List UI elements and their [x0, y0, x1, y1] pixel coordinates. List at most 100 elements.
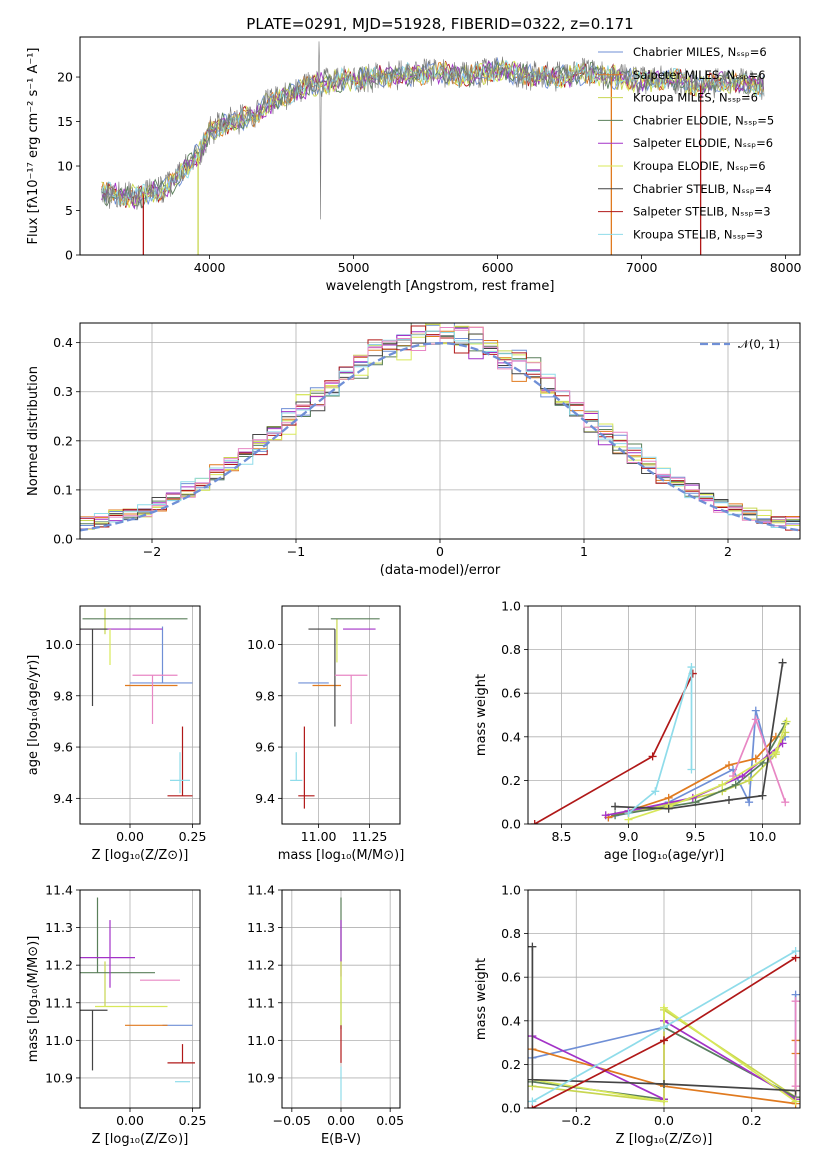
- y-tick-label: 10.0: [247, 637, 275, 652]
- plot-area: [530, 658, 791, 824]
- x-axis-label: Z [log₁₀(Z/Z⊙)]: [92, 1132, 189, 1147]
- plot-area: [101, 41, 765, 255]
- y-tick-label: 9.4: [53, 791, 73, 806]
- y-tick-label: 0.4: [501, 729, 521, 744]
- y-tick-label: 11.4: [45, 883, 73, 898]
- y-tick-label: 0.6: [501, 686, 521, 701]
- y-tick-label: 11.0: [45, 1033, 73, 1048]
- weight-vs-age-panel: 8.5 9.0 9.5 10.0 0.0 0.2 0.4 0.6 0.8 1.0 age [log₁…: [474, 599, 801, 863]
- axes-frame: [79, 322, 801, 540]
- x-tick-label: 2: [724, 544, 732, 559]
- y-axis-label: age [log₁₀(age/yr)]: [26, 655, 41, 776]
- y-tick-label: 1.0: [501, 883, 521, 898]
- weight-marker: [791, 1082, 800, 1091]
- y-tick-label: 5: [65, 203, 73, 218]
- weight-marker: [528, 942, 537, 951]
- y-tick-label: 0.8: [501, 926, 521, 941]
- weight-series-line: [628, 732, 787, 814]
- legend-label: Salpeter MILES, Nₛₛₚ=6: [633, 68, 766, 82]
- weight-marker: [791, 997, 800, 1006]
- weight-marker: [782, 717, 791, 726]
- age-vs-metallicity-panel: 0.00 0.25 9.4 9.6 9.8 10.0 Z [log₁₀(Z/Z⊙)] age …: [26, 605, 207, 863]
- y-tick-label: 11.1: [45, 995, 73, 1010]
- x-tick-label: 7000: [626, 260, 658, 275]
- y-tick-label: 10.9: [247, 1070, 275, 1085]
- residual-histogram: [80, 326, 800, 531]
- y-tick-label: 1.0: [501, 599, 521, 614]
- y-tick-label: 11.3: [247, 920, 275, 935]
- weight-marker: [624, 809, 633, 818]
- weight-marker: [664, 804, 673, 813]
- x-tick-label: −0.2: [561, 1113, 591, 1128]
- y-tick-label: 20: [57, 70, 73, 85]
- weight-marker: [651, 787, 660, 796]
- mass-vs-reddening-panel: −0.05 0.00 0.05 10.9 11.0 11.1 11.2 11.3 11.4 E(B…: [247, 883, 404, 1148]
- y-tick-label: 9.8: [53, 688, 73, 703]
- y-tick-label: 11.0: [247, 1033, 275, 1048]
- x-tick-label: 1: [580, 544, 588, 559]
- x-tick-label: 0.2: [742, 1113, 762, 1128]
- x-tick-label: 11.00: [301, 829, 337, 844]
- weight-marker: [687, 765, 696, 774]
- x-axis-label: Z [log₁₀(Z/Z⊙)]: [616, 1132, 713, 1147]
- weight-marker: [611, 802, 620, 811]
- model-spectrum-line: [101, 56, 764, 205]
- x-tick-label: 0.25: [179, 829, 207, 844]
- y-tick-label: 9.6: [53, 740, 73, 755]
- y-tick-label: 0.0: [53, 532, 73, 547]
- model-spectrum-line: [101, 59, 764, 207]
- weight-marker: [601, 811, 610, 820]
- x-tick-label: −2: [143, 544, 161, 559]
- weight-marker: [791, 947, 800, 956]
- y-tick-label: 10: [57, 159, 73, 174]
- weight-series-line: [732, 717, 787, 803]
- weight-marker: [731, 780, 740, 789]
- x-axis-label: (data-model)/error: [380, 563, 501, 578]
- x-tick-label: 9.5: [686, 829, 706, 844]
- y-tick-label: 0.6: [501, 970, 521, 985]
- mass-vs-metallicity-panel: 0.00 0.25 10.9 11.0 11.1 11.2 11.3 11.4 Z [log₁₀…: [26, 883, 206, 1148]
- age-vs-mass-panel: 11.00 11.25 9.4 9.6 9.8 10.0 mass [log₁₀(M/M⊙)…: [247, 605, 404, 863]
- weight-marker: [528, 1097, 537, 1106]
- weight-marker: [751, 754, 760, 763]
- x-tick-label: 0.05: [376, 1113, 404, 1128]
- y-tick-label: 0.4: [501, 1013, 521, 1028]
- y-tick-label: 0.2: [501, 773, 521, 788]
- y-tick-label: 0.2: [53, 433, 73, 448]
- weight-marker: [745, 776, 754, 785]
- legend-label: 𝒩(0, 1): [738, 337, 780, 351]
- x-tick-label: 0: [436, 544, 444, 559]
- weight-marker: [687, 663, 696, 672]
- y-tick-label: 0.0: [501, 817, 521, 832]
- axes-frame: [527, 605, 801, 825]
- y-tick-label: 0.1: [53, 482, 73, 497]
- axes-frame: [281, 605, 401, 825]
- weight-series-line: [532, 1006, 797, 1103]
- legend-label: Chabrier STELIB, Nₛₛₚ=4: [633, 182, 772, 196]
- y-tick-label: 0.8: [501, 642, 521, 657]
- plot-area: [80, 608, 193, 797]
- y-tick-label: 9.6: [255, 740, 275, 755]
- x-tick-label: 11.25: [352, 829, 388, 844]
- weight-marker: [751, 715, 760, 724]
- x-tick-label: 5000: [338, 260, 370, 275]
- x-axis-label: E(B-V): [321, 1132, 361, 1147]
- x-tick-label: 0.25: [179, 1113, 207, 1128]
- x-tick-label: 8.5: [552, 829, 572, 844]
- y-tick-label: 10.9: [45, 1070, 73, 1085]
- weight-marker: [791, 1097, 800, 1106]
- y-tick-label: 0.2: [501, 1057, 521, 1072]
- y-axis-label: mass [log₁₀(M/M⊙)]: [26, 936, 41, 1063]
- weight-marker: [729, 772, 738, 781]
- legend-label: Chabrier MILES, Nₛₛₚ=6: [633, 45, 767, 59]
- y-axis-label: mass weight: [474, 674, 489, 756]
- weight-marker: [771, 748, 780, 757]
- x-tick-label: 9.0: [619, 829, 639, 844]
- weight-marker: [660, 1036, 668, 1045]
- weight-marker: [724, 796, 733, 805]
- weight-vs-metallicity-panel: −0.2 0.0 0.2 0.0 0.2 0.4 0.6 0.8 1.0 Z [log₁₀(Z/Z…: [474, 883, 801, 1147]
- weight-marker: [660, 1023, 668, 1032]
- axes-frame: [79, 889, 201, 1109]
- x-tick-label: 0.0: [654, 1113, 674, 1128]
